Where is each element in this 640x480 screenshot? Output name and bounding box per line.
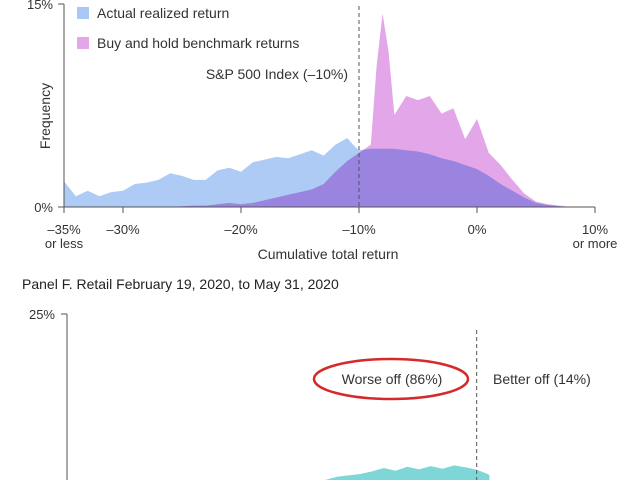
bottom-panel: Panel F. Retail February 19, 2020, to Ma… — [22, 276, 591, 480]
top-x-tick-label: –10% — [342, 222, 376, 237]
legend-swatch-benchmark — [77, 37, 89, 49]
top-x-tick-label: –30% — [106, 222, 140, 237]
top-x-axis-title: Cumulative total return — [258, 246, 399, 262]
bottom-series-areas — [67, 465, 490, 480]
worse-off-highlight-ellipse — [312, 357, 470, 401]
better-off-label: Better off (14%) — [493, 371, 591, 387]
top-y-tick-label-0: 0% — [34, 200, 53, 215]
top-x-tick-label: 10% — [582, 222, 608, 237]
top-x-tick-label: 0% — [468, 222, 487, 237]
top-x-tick-label: –35% — [47, 222, 81, 237]
top-y-axis-title: Frequency — [37, 83, 53, 149]
top-x-tick-sublabel: or less — [45, 236, 84, 251]
bottom-y-tick-label-25: 25% — [29, 307, 55, 322]
top-series-areas — [64, 13, 595, 207]
top-x-ticks: –35%or less –30% –20% –10% 0% 10%or more — [45, 207, 618, 251]
legend-label-actual: Actual realized return — [97, 5, 229, 21]
top-x-tick-sublabel: or more — [573, 236, 618, 251]
series-area-actual-realized — [64, 138, 595, 207]
bottom-panel-title: Panel F. Retail February 19, 2020, to Ma… — [22, 276, 339, 292]
top-reference-label: S&P 500 Index (–10%) — [206, 66, 348, 82]
worse-off-label: Worse off (86%) — [342, 371, 443, 387]
top-x-tick-label: –20% — [224, 222, 258, 237]
top-panel: 15% 0% Frequency –35%or less –30% –20% –10%… — [27, 0, 617, 262]
top-legend: Actual realized return Buy and hold benc… — [77, 5, 299, 51]
legend-swatch-actual — [77, 7, 89, 19]
series-area-buy-and-hold — [64, 13, 595, 207]
legend-label-benchmark: Buy and hold benchmark returns — [97, 35, 299, 51]
series-area-retail — [67, 465, 490, 480]
top-y-tick-label-15: 15% — [27, 0, 53, 12]
